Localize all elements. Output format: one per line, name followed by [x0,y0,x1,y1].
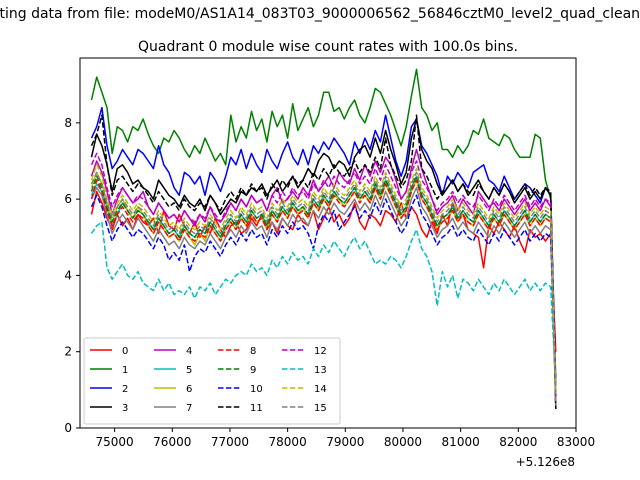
y-tick-label: 8 [64,116,72,130]
legend-label-12: 12 [314,346,327,357]
x-offset-label: +5.126e8 [516,455,575,469]
x-tick-label: 81000 [442,435,480,449]
legend-box [83,337,341,425]
legend-label-4: 4 [186,346,192,357]
series-line-15 [90,171,557,402]
series-line-11 [90,114,557,409]
legend-label-6: 6 [186,384,192,395]
series-line-4 [90,148,557,394]
series-line-13 [90,221,557,387]
legend-label-7: 7 [186,403,192,414]
x-tick-label: 78000 [269,435,307,449]
legend-label-2: 2 [122,384,128,395]
x-tick-label: 82000 [499,435,537,449]
y-tick-label: 6 [64,192,72,206]
x-tick-label: 80000 [384,435,422,449]
legend-label-15: 15 [314,403,327,414]
series-line-2 [90,106,557,383]
series-line-1 [90,68,557,409]
series-line-0 [90,190,557,352]
legend-label-10: 10 [250,384,263,395]
x-tick-label: 75000 [96,435,134,449]
plot-frame [79,57,577,429]
x-tick-label: 79000 [326,435,364,449]
x-tick-label: 76000 [153,435,191,449]
series-line-10 [90,194,557,390]
series-line-7 [90,186,557,406]
series-line-3 [90,118,557,402]
legend-label-0: 0 [122,346,128,357]
legend-label-9: 9 [250,365,256,376]
legend-label-11: 11 [250,403,263,414]
y-tick-label: 0 [64,421,72,435]
series-layer [90,68,557,409]
legend-label-1: 1 [122,365,128,376]
y-tick-label: 4 [64,268,72,282]
legend-label-5: 5 [186,365,192,376]
axes-layer: 75000 76000 77000 78000 79000 80000 81000 82000… [64,116,595,449]
legend-label-8: 8 [250,346,256,357]
y-tick-label: 2 [64,345,72,359]
legend-label-14: 14 [314,384,327,395]
series-line-8 [90,179,557,387]
legend-label-3: 3 [122,403,128,414]
x-tick-label: 77000 [211,435,249,449]
x-tick-label: 83000 [557,435,595,449]
figure-suptitle: Plotting data from file: modeM0/AS1A14_0… [0,6,640,22]
chart-title: Quadrant 0 module wise count rates with … [138,39,518,55]
series-line-9 [90,175,557,406]
legend-label-13: 13 [314,365,327,376]
